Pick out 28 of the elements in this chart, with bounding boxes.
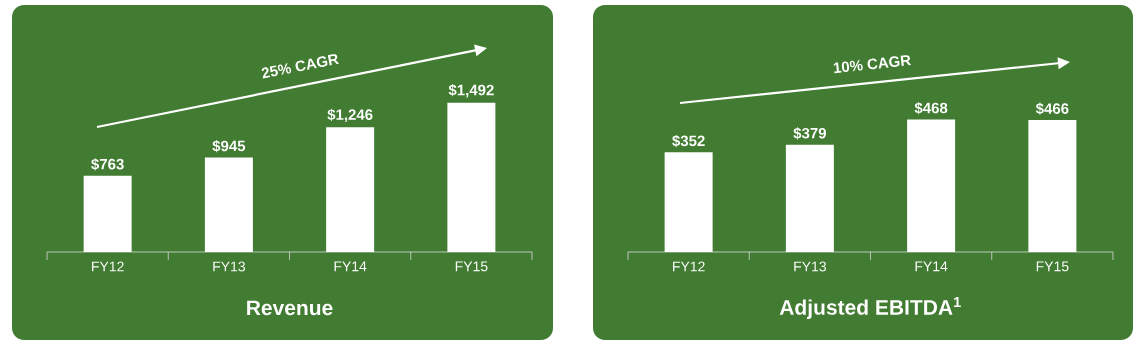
x-tick-label: FY13	[213, 261, 245, 272]
x-tick-label: FY15	[455, 261, 488, 272]
bar	[447, 102, 496, 252]
bar	[204, 157, 253, 252]
x-tick-label: FY12	[92, 261, 124, 272]
bar	[785, 144, 834, 252]
data-label: $763	[91, 158, 124, 171]
bar	[907, 119, 956, 252]
x-tick-label: FY14	[915, 261, 948, 272]
x-tick-label: FY12	[673, 261, 705, 272]
x-tick-label: FY15	[1036, 261, 1069, 272]
x-tick-label: FY14	[334, 261, 367, 272]
bar	[664, 152, 713, 252]
data-label: $1,492	[448, 84, 494, 98]
bar	[1028, 120, 1077, 252]
x-tick-label: FY13	[794, 261, 826, 272]
data-label: $379	[793, 127, 826, 140]
text: Revenue	[247, 300, 333, 316]
bar	[83, 175, 132, 252]
data-label: $468	[914, 102, 948, 115]
data-label: $352	[672, 134, 705, 148]
data-label: $1,246	[327, 108, 373, 123]
data-label: $945	[212, 139, 246, 153]
text: Adjusted EBITDA$^{1}$	[779, 296, 961, 319]
text: 25% CAGR	[261, 54, 340, 79]
text: 10% CAGR	[833, 55, 912, 74]
bar	[326, 127, 375, 252]
data-label: $466	[1035, 102, 1069, 115]
